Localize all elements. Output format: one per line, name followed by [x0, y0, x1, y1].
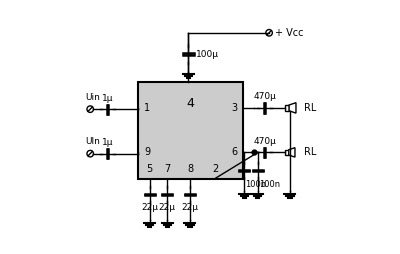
- Text: 100n: 100n: [259, 180, 280, 188]
- Text: 470μ: 470μ: [253, 137, 276, 146]
- Text: 22μ: 22μ: [182, 203, 198, 212]
- Text: 3: 3: [231, 103, 237, 113]
- Text: 4: 4: [187, 97, 194, 109]
- Text: 100n: 100n: [246, 180, 266, 188]
- Text: 5: 5: [147, 164, 153, 174]
- Text: RL: RL: [304, 147, 316, 157]
- Text: 1: 1: [144, 103, 150, 113]
- Text: 1μ: 1μ: [102, 138, 114, 147]
- Text: 470μ: 470μ: [253, 92, 276, 101]
- Bar: [138, 82, 243, 179]
- Text: 9: 9: [144, 147, 150, 157]
- Text: 100μ: 100μ: [196, 50, 218, 59]
- Text: UIn: UIn: [86, 137, 100, 146]
- Text: + Vcc: + Vcc: [275, 28, 303, 38]
- Text: 22μ: 22μ: [159, 203, 176, 212]
- Bar: [286, 150, 289, 155]
- Text: RL: RL: [304, 103, 316, 113]
- Text: 22μ: 22μ: [141, 203, 158, 212]
- Bar: [286, 105, 289, 111]
- Text: 2: 2: [212, 164, 218, 174]
- Text: 7: 7: [164, 164, 170, 174]
- Text: 1μ: 1μ: [102, 94, 114, 103]
- Text: 8: 8: [187, 164, 193, 174]
- Text: 6: 6: [231, 147, 237, 157]
- Polygon shape: [289, 103, 296, 113]
- Polygon shape: [289, 148, 295, 157]
- Text: Uin: Uin: [86, 93, 100, 102]
